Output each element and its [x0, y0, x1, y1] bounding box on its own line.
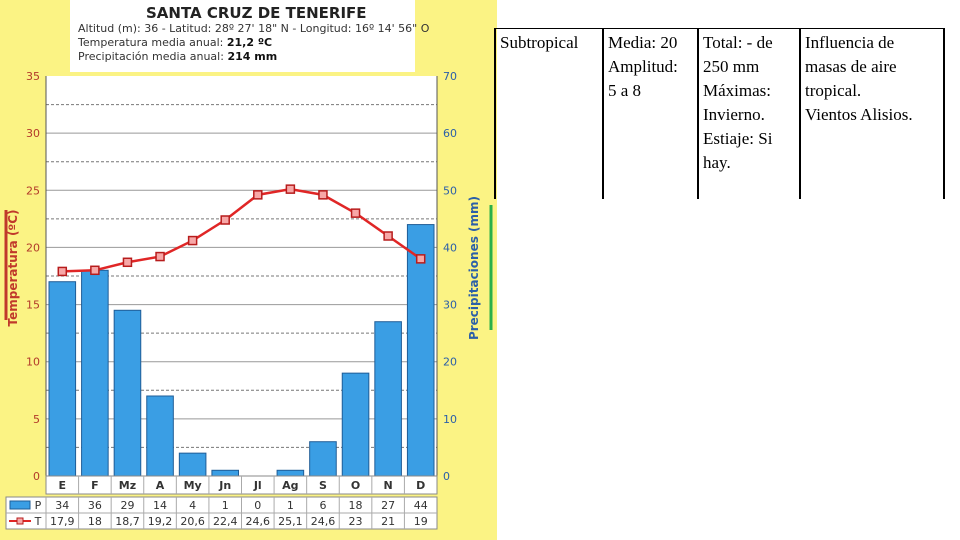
- x-tick-label: Jn: [218, 479, 231, 492]
- table-value: 18,7: [115, 515, 140, 528]
- temperature-point: [415, 254, 426, 264]
- y-tick-right: 20: [443, 356, 457, 369]
- precipitation-bar: [178, 452, 207, 477]
- annual-precipitation-label: Precipitación media anual:: [78, 50, 224, 63]
- table-value: 19,2: [148, 515, 173, 528]
- table-value: 4: [189, 499, 196, 512]
- x-tick-label: S: [319, 479, 327, 492]
- y-tick-left: 10: [26, 356, 40, 369]
- temperature-point: [350, 208, 361, 218]
- precipitation-bar: [211, 469, 240, 477]
- table-value: 1: [287, 499, 294, 512]
- legend-label: P: [35, 499, 42, 512]
- table-value: 6: [319, 499, 326, 512]
- precipitation-bar: [81, 269, 109, 477]
- temperature-point: [155, 251, 165, 262]
- table-value: 44: [414, 499, 428, 512]
- y-axis-label-right: Precipitaciones (mm): [467, 196, 481, 340]
- table-value: 18: [349, 499, 363, 512]
- x-tick-label: Ag: [282, 479, 298, 492]
- annual-temperature: Temperatura media anual: 21,2 ºC: [78, 36, 407, 50]
- x-tick-label: F: [91, 479, 99, 492]
- y-tick-right: 10: [443, 413, 457, 426]
- table-value: 19: [414, 515, 428, 528]
- table-cell-precipitation: Total: - de 250 mm Máximas: Invierno. Es…: [697, 28, 801, 199]
- annual-temperature-label: Temperatura media anual:: [78, 36, 224, 49]
- x-tick-label: Mz: [119, 479, 136, 492]
- y-tick-right: 30: [443, 299, 457, 312]
- table-value: 27: [381, 499, 395, 512]
- table-value: 36: [88, 499, 102, 512]
- temperature-point: [285, 184, 296, 194]
- y-tick-right: 70: [443, 70, 457, 83]
- table-value: 1: [222, 499, 229, 512]
- temperature-point: [122, 257, 133, 268]
- y-tick-left: 5: [33, 413, 40, 426]
- annual-precipitation: Precipitación media anual: 214 mm: [78, 50, 407, 64]
- y-tick-left: 30: [26, 127, 40, 140]
- x-tick-label: N: [384, 479, 393, 492]
- table-value: 14: [153, 499, 167, 512]
- legend-swatch-temperature-marker: [16, 517, 24, 525]
- legend-label: T: [34, 515, 42, 528]
- y-tick-left: 0: [33, 470, 40, 483]
- table-value: 22,4: [213, 515, 238, 528]
- legend-swatch-precipitation: [9, 500, 31, 510]
- station-name: SANTA CRUZ DE TENERIFE: [146, 4, 367, 22]
- table-cell-climate-type: Subtropical: [494, 28, 604, 199]
- y-axis-label-left: Temperatura (ºC): [6, 210, 20, 327]
- temperature-point: [90, 265, 100, 276]
- table-value: 18: [88, 515, 102, 528]
- y-tick-left: 25: [26, 184, 40, 197]
- temperature-point: [187, 235, 198, 246]
- y-tick-right: 0: [443, 470, 450, 483]
- x-tick-label: E: [59, 479, 67, 492]
- table-value: 23: [349, 515, 363, 528]
- y-tick-left: 35: [26, 70, 40, 83]
- table-value: 29: [120, 499, 134, 512]
- x-tick-label: D: [416, 479, 425, 492]
- table-value: 25,1: [278, 515, 303, 528]
- table-row: Subtropical Media: 20 Amplitud: 5 a 8 To…: [494, 28, 945, 199]
- climate-chart-panel: SANTA CRUZ DE TENERIFE Altitud (m): 36 -…: [0, 0, 497, 540]
- station-location: Altitud (m): 36 - Latitud: 28º 27' 18" N…: [78, 22, 430, 35]
- table-value: 24,6: [311, 515, 336, 528]
- y-tick-left: 20: [26, 241, 40, 254]
- table-cell-factors: Influencia de masas de aire tropical. Vi…: [799, 28, 945, 199]
- x-tick-label: Jl: [253, 479, 262, 492]
- precipitation-bar: [406, 224, 435, 477]
- y-tick-left: 15: [26, 299, 40, 312]
- annual-precipitation-value: 214 mm: [227, 50, 278, 63]
- precipitation-bar: [309, 441, 337, 477]
- climograph: 05101520253035010203040506070Temperatura…: [4, 70, 493, 530]
- precipitation-bar: [276, 469, 305, 477]
- precipitation-bar: [48, 281, 77, 477]
- precipitation-bar: [374, 321, 402, 477]
- station-info-box: SANTA CRUZ DE TENERIFE Altitud (m): 36 -…: [70, 0, 430, 72]
- temperature-point: [383, 231, 393, 241]
- temperature-point: [318, 190, 328, 200]
- precipitation-bar: [146, 395, 174, 477]
- table-value: 17,9: [50, 515, 75, 528]
- table-cell-temperature: Media: 20 Amplitud: 5 a 8: [602, 28, 699, 199]
- y-tick-right: 40: [443, 241, 457, 254]
- y-tick-right: 60: [443, 127, 457, 140]
- precipitation-bar: [341, 372, 370, 477]
- table-value: 20,6: [180, 515, 205, 528]
- table-value: 34: [55, 499, 69, 512]
- x-tick-label: A: [156, 479, 165, 492]
- table-value: 0: [254, 499, 261, 512]
- temperature-point: [220, 215, 230, 225]
- temperature-point: [57, 266, 68, 277]
- table-value: 21: [381, 515, 395, 528]
- annual-temperature-value: 21,2 ºC: [226, 36, 273, 49]
- precipitation-bar: [113, 309, 142, 477]
- temperature-line: [62, 187, 422, 273]
- y-tick-right: 50: [443, 184, 457, 197]
- temperature-point: [253, 190, 263, 200]
- climate-summary-table: Subtropical Media: 20 Amplitud: 5 a 8 To…: [494, 28, 945, 199]
- x-tick-label: O: [351, 479, 360, 492]
- table-value: 24,6: [246, 515, 271, 528]
- x-tick-label: My: [184, 479, 202, 492]
